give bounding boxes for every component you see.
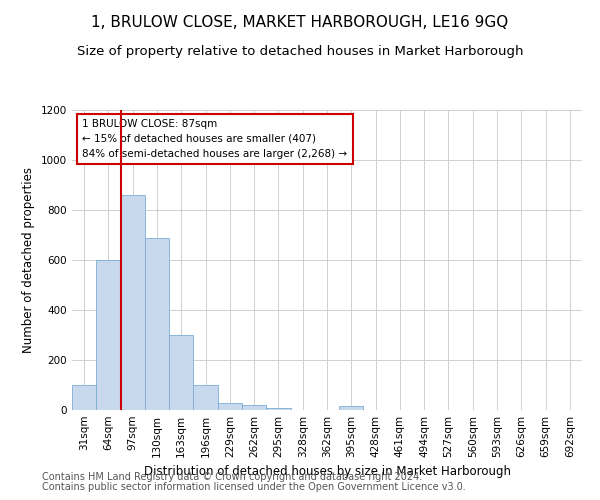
X-axis label: Distribution of detached houses by size in Market Harborough: Distribution of detached houses by size … [143, 466, 511, 478]
Bar [145, 238, 169, 410]
Bar [193, 385, 218, 410]
Bar [121, 195, 145, 410]
Bar [242, 405, 266, 410]
Bar [266, 408, 290, 410]
Bar [169, 335, 193, 410]
Text: Contains public sector information licensed under the Open Government Licence v3: Contains public sector information licen… [42, 482, 466, 492]
Text: Size of property relative to detached houses in Market Harborough: Size of property relative to detached ho… [77, 45, 523, 58]
Bar [72, 385, 96, 410]
Bar [218, 402, 242, 410]
Text: 1, BRULOW CLOSE, MARKET HARBOROUGH, LE16 9GQ: 1, BRULOW CLOSE, MARKET HARBOROUGH, LE16… [91, 15, 509, 30]
Bar [96, 260, 121, 410]
Bar [339, 406, 364, 410]
Text: Contains HM Land Registry data © Crown copyright and database right 2024.: Contains HM Land Registry data © Crown c… [42, 472, 422, 482]
Y-axis label: Number of detached properties: Number of detached properties [22, 167, 35, 353]
Text: 1 BRULOW CLOSE: 87sqm
← 15% of detached houses are smaller (407)
84% of semi-det: 1 BRULOW CLOSE: 87sqm ← 15% of detached … [82, 119, 347, 158]
